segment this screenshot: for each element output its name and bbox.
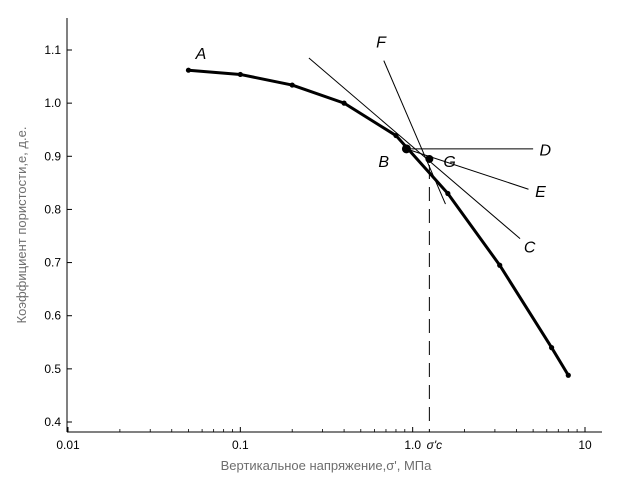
bisector-line-BE [406, 148, 529, 190]
point-b-marker [401, 144, 411, 154]
data-point [497, 262, 503, 268]
y-tick-label: 1.0 [44, 96, 61, 110]
y-tick-label: 0.5 [44, 362, 61, 376]
tangent-line [308, 57, 521, 240]
point-label-g: G [443, 154, 455, 171]
data-point [289, 82, 295, 88]
point-labels: A B G D E C F [195, 34, 552, 256]
y-tick-label: 0.7 [44, 256, 61, 270]
sigma-c-tick-label: σ'c [427, 438, 443, 452]
x-ticks: 0.01 0.1 1.0 10 σ'c [56, 427, 592, 452]
y-tick-label: 1.1 [44, 43, 61, 57]
point-label-e: E [535, 184, 546, 201]
point-g-marker [425, 154, 434, 163]
data-point [393, 132, 399, 139]
y-tick-label: 0.4 [44, 415, 61, 429]
y-tick-label: 0.8 [44, 202, 61, 216]
x-tick-label: 0.01 [56, 438, 80, 452]
data-point [565, 372, 571, 378]
point-label-a: A [195, 46, 207, 63]
data-point [237, 71, 243, 78]
data-point [185, 67, 192, 73]
point-label-c: C [524, 240, 536, 257]
point-label-f: F [376, 34, 387, 51]
series [185, 67, 571, 378]
axes [66, 18, 602, 433]
y-tick-label: 0.6 [44, 309, 61, 323]
construction-lines [308, 57, 534, 432]
x-tick-label: 0.1 [232, 438, 249, 452]
data-point [445, 190, 451, 197]
y-axis-label: Коэффициент пористости,e, д.е. [14, 127, 29, 324]
y-ticks: 0.4 0.5 0.6 0.7 0.8 0.9 1.0 1.1 [44, 43, 72, 429]
x-axis-label: Вертикальное напряжение,σ', МПа [221, 458, 433, 473]
data-point [548, 345, 555, 351]
point-label-d: D [539, 142, 551, 159]
point-label-b: B [378, 154, 389, 171]
x-tick-label: 1.0 [404, 438, 421, 452]
compression-curve [188, 68, 570, 377]
data-point [341, 100, 347, 106]
y-tick-label: 0.9 [44, 149, 61, 163]
x-tick-label: 10 [578, 438, 592, 452]
